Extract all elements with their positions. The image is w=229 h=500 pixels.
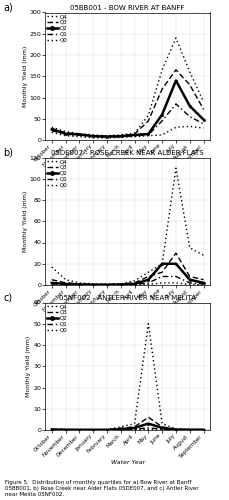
Y-axis label: Monthly Yield (mm): Monthly Yield (mm) — [26, 336, 31, 397]
Legend: Q4, Q3, Q2, Q1, Q0: Q4, Q3, Q2, Q1, Q0 — [46, 14, 68, 43]
X-axis label: Water Year: Water Year — [110, 460, 144, 465]
Y-axis label: Monthly Yield (mm): Monthly Yield (mm) — [22, 190, 27, 252]
Text: c): c) — [3, 292, 13, 302]
Legend: Q4, Q3, Q2, Q1, Q0: Q4, Q3, Q2, Q1, Q0 — [46, 158, 68, 188]
Text: b): b) — [3, 148, 13, 158]
Title: 05NF002 - ANTLER RIVER NEAR MELITA: 05NF002 - ANTLER RIVER NEAR MELITA — [59, 294, 195, 300]
Text: Figure 5.  Distribution of monthly quartiles for a) Bow River at Banff
05BB001, : Figure 5. Distribution of monthly quarti… — [5, 480, 197, 498]
Title: 05BB001 - BOW RIVER AT BANFF: 05BB001 - BOW RIVER AT BANFF — [70, 4, 184, 10]
Legend: Q4, Q3, Q2, Q1, Q0: Q4, Q3, Q2, Q1, Q0 — [46, 304, 68, 333]
Title: 05DE007 - ROSE CREEK NEAR ALDER FLATS: 05DE007 - ROSE CREEK NEAR ALDER FLATS — [51, 150, 203, 156]
X-axis label: Water Year: Water Year — [110, 170, 144, 175]
Y-axis label: Monthly Yield (mm): Monthly Yield (mm) — [22, 46, 27, 107]
Text: a): a) — [3, 2, 13, 12]
X-axis label: Water Year: Water Year — [110, 315, 144, 320]
